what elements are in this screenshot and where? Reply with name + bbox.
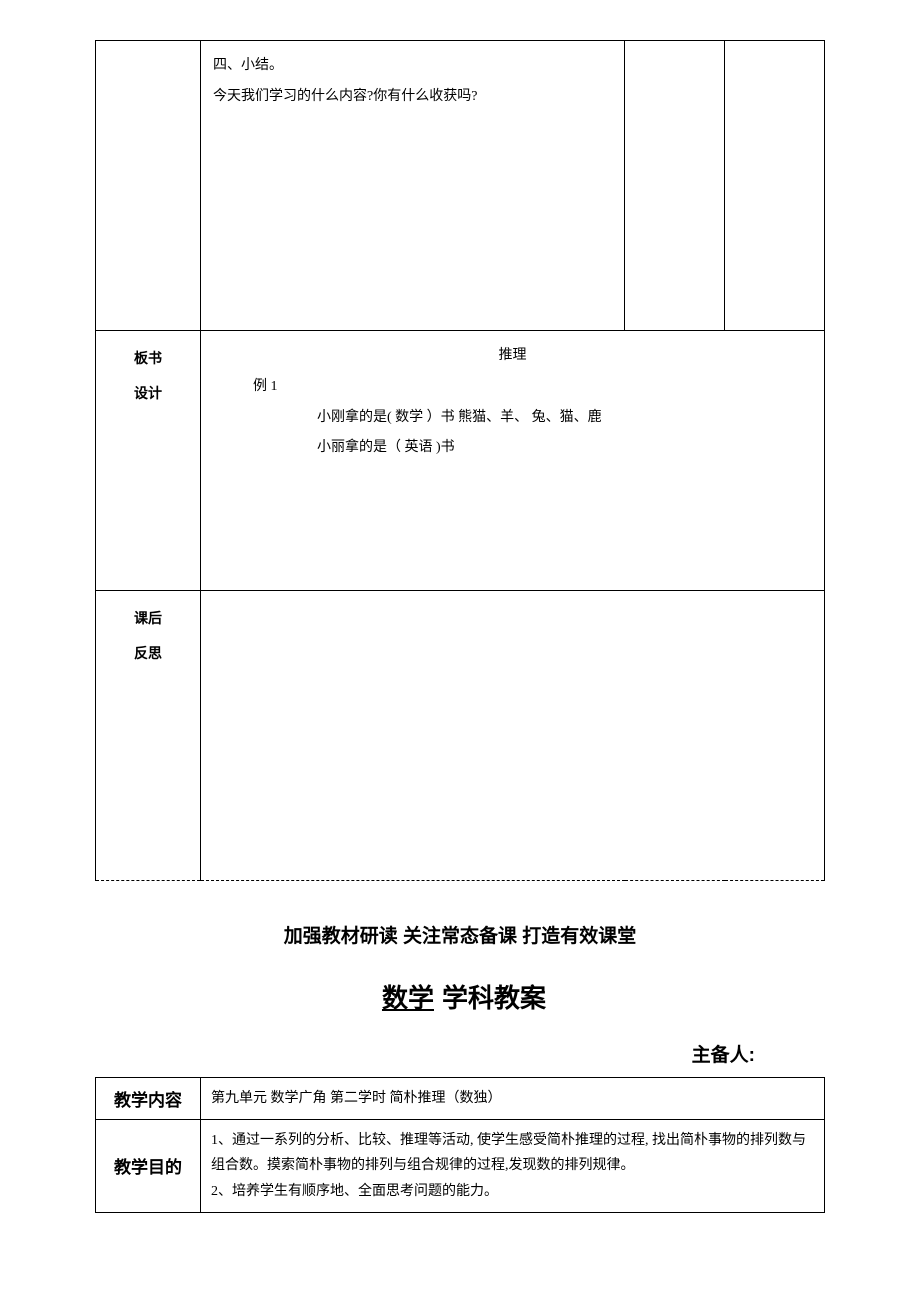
purpose-line2: 2、培养学生有顺序地、全面思考问题的能力。	[211, 1179, 814, 1204]
reflection-label-line2: 反思	[108, 636, 188, 671]
board-label-line1: 板书	[108, 341, 188, 376]
reflection-content	[201, 591, 825, 881]
board-example: 例 1	[213, 372, 812, 403]
teaching-content-row: 教学内容 第九单元 数学广角 第二学时 简朴推理（数独）	[96, 1078, 825, 1120]
summary-narrow-1	[625, 41, 725, 331]
reflection-label-line1: 课后	[108, 601, 188, 636]
teaching-content-value: 第九单元 数学广角 第二学时 简朴推理（数独）	[201, 1078, 825, 1120]
board-design-row: 板书 设计 推理 例 1 小刚拿的是( 数学 ）书 熊猫、羊、 兔、猫、鹿 小丽…	[96, 331, 825, 591]
board-design-label: 板书 设计	[96, 331, 201, 591]
teaching-content-label: 教学内容	[96, 1078, 201, 1120]
section-heading: 加强教材研读 关注常态备课 打造有效课堂	[95, 921, 825, 948]
subject-name-underlined: 数学	[374, 983, 442, 1013]
summary-line1: 四、小结。	[213, 51, 612, 82]
summary-narrow-2	[725, 41, 825, 331]
summary-content-cell: 四、小结。 今天我们学习的什么内容?你有什么收获吗?	[201, 41, 625, 331]
board-line1: 小刚拿的是( 数学 ）书 熊猫、羊、 兔、猫、鹿	[213, 403, 812, 434]
summary-line2: 今天我们学习的什么内容?你有什么收获吗?	[213, 82, 612, 113]
subject-heading-rest: 学科教案	[442, 983, 546, 1013]
teaching-purpose-row: 教学目的 1、通过一系列的分析、比较、推理等活动, 使学生感受简朴推理的过程, …	[96, 1120, 825, 1213]
author-line: 主备人:	[95, 1040, 825, 1067]
board-label-line2: 设计	[108, 376, 188, 411]
board-title: 推理	[213, 341, 812, 372]
purpose-line1: 1、通过一系列的分析、比较、推理等活动, 使学生感受简朴推理的过程, 找出简朴事…	[211, 1128, 814, 1178]
board-design-content: 推理 例 1 小刚拿的是( 数学 ）书 熊猫、羊、 兔、猫、鹿 小丽拿的是（ 英…	[201, 331, 825, 591]
lesson-plan-table-2: 教学内容 第九单元 数学广角 第二学时 简朴推理（数独） 教学目的 1、通过一系…	[95, 1077, 825, 1213]
teaching-purpose-value: 1、通过一系列的分析、比较、推理等活动, 使学生感受简朴推理的过程, 找出简朴事…	[201, 1120, 825, 1213]
reflection-label: 课后 反思	[96, 591, 201, 881]
subject-heading: 数学学科教案	[95, 978, 825, 1015]
reflection-row: 课后 反思	[96, 591, 825, 881]
summary-row: 四、小结。 今天我们学习的什么内容?你有什么收获吗?	[96, 41, 825, 331]
summary-label-cell	[96, 41, 201, 331]
board-line2: 小丽拿的是（ 英语 )书	[213, 433, 812, 464]
teaching-purpose-label: 教学目的	[96, 1120, 201, 1213]
lesson-plan-table-1: 四、小结。 今天我们学习的什么内容?你有什么收获吗? 板书 设计 推理 例 1 …	[95, 40, 825, 881]
